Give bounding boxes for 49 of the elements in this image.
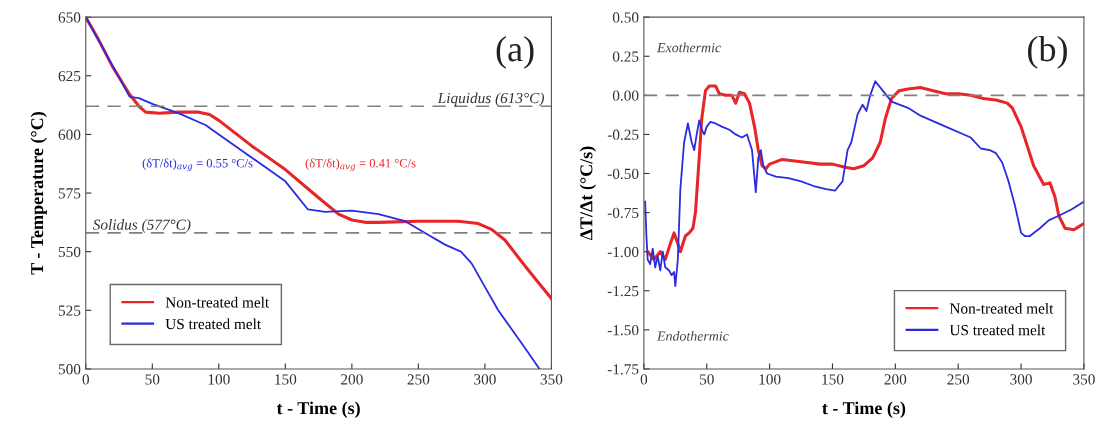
y-tick-label: 650 <box>58 12 81 23</box>
y-tick-label: -0.50 <box>607 168 639 180</box>
x-axis-title: t - Time (s) <box>276 401 360 418</box>
y-tick-label: -1.25 <box>607 285 639 297</box>
y-tick-label: -1.50 <box>607 324 639 336</box>
y-tick-label: -0.25 <box>607 129 639 140</box>
ref-line-label: Solidus (577°C) <box>92 219 191 233</box>
annotation: (b) <box>1028 35 1067 69</box>
x-tick-label: 200 <box>884 374 907 385</box>
x-tick-label: 100 <box>759 374 781 385</box>
x-tick-label: 300 <box>474 374 496 385</box>
ref-line-label: Liquidus (613°C) <box>437 92 544 107</box>
annotation: (δT/δt)$_{avg}$ = 0.41 °C/s <box>305 158 416 172</box>
y-tick-label: 550 <box>58 246 81 258</box>
annotation: (a) <box>496 35 534 69</box>
y-tick-label: 575 <box>58 188 81 199</box>
x-tick-label: 50 <box>700 374 714 385</box>
legend-label: US treated melt <box>949 324 1046 336</box>
x-tick-label: 250 <box>407 374 430 385</box>
y-axis-title: T - Temperature (°C) <box>30 112 47 275</box>
x-tick-label: 50 <box>145 374 160 385</box>
y-tick-label: 600 <box>58 129 81 140</box>
x-tick-label: 150 <box>822 374 844 385</box>
y-tick-label: -1.00 <box>607 246 639 258</box>
y-tick-label: 0.00 <box>612 90 639 101</box>
y-tick-label: -0.75 <box>607 207 639 219</box>
y-tick-label: -1.75 <box>607 364 639 375</box>
legend-label: Non-treated melt <box>949 302 1054 314</box>
x-tick-label: 350 <box>540 374 563 385</box>
x-tick-label: 200 <box>341 374 363 385</box>
x-tick-label: 0 <box>640 374 648 385</box>
annotation: Exothermic <box>656 42 721 53</box>
annotation: (δT/δt)$_{avg}$ = 0.55 °C/s <box>142 158 253 172</box>
x-tick-label: 250 <box>947 374 970 385</box>
legend-label: US treated melt <box>165 318 262 330</box>
x-tick-label: 100 <box>208 374 230 385</box>
x-axis-title: t - Time (s) <box>822 401 906 418</box>
x-tick-label: 300 <box>1010 374 1032 385</box>
y-axis-title: ΔT/Δt (°C/s) <box>579 146 597 241</box>
y-tick-label: 625 <box>58 70 81 82</box>
x-tick-label: 0 <box>82 374 90 385</box>
y-tick-label: 525 <box>58 305 81 316</box>
annotation: Endothermic <box>656 330 729 341</box>
legend-label: Non-treated melt <box>165 296 270 308</box>
y-tick-label: 0.50 <box>612 12 639 23</box>
y-tick-label: 500 <box>58 364 81 375</box>
x-tick-label: 150 <box>275 374 297 385</box>
x-tick-label: 350 <box>1073 374 1095 385</box>
y-tick-label: 0.25 <box>612 51 639 62</box>
